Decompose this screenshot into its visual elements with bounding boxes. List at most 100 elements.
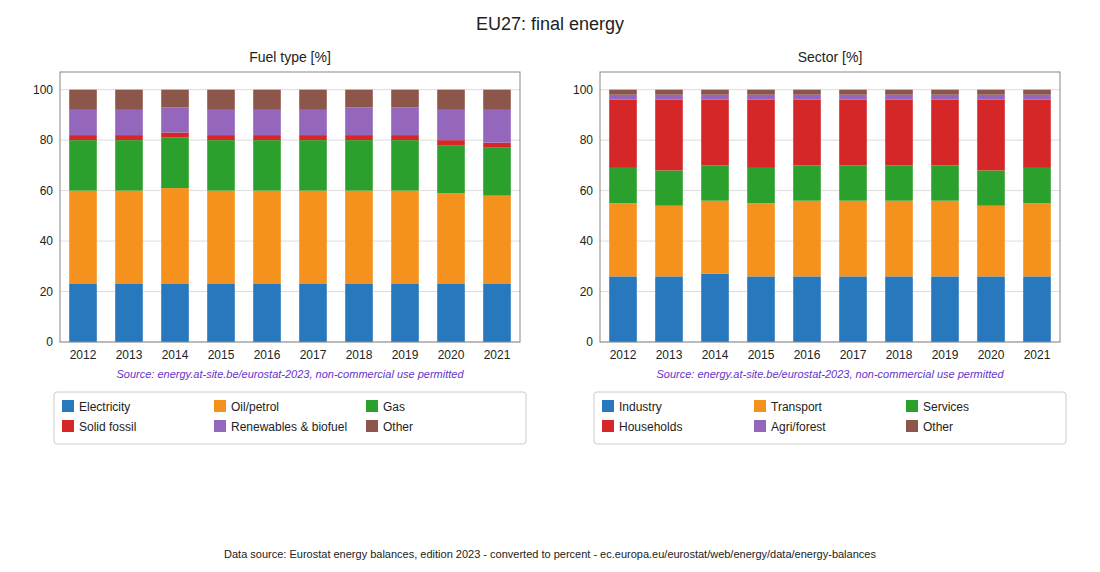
bar-segment bbox=[483, 90, 511, 110]
legend-label: Agri/forest bbox=[771, 420, 826, 434]
bar-segment bbox=[609, 95, 637, 100]
bar-segment bbox=[885, 90, 913, 95]
legend-swatch bbox=[366, 400, 378, 412]
bar-segment bbox=[115, 90, 143, 110]
bar-segment bbox=[115, 284, 143, 342]
bar-segment bbox=[1023, 100, 1051, 168]
x-tick-label: 2019 bbox=[932, 348, 959, 362]
bar-segment bbox=[345, 90, 373, 108]
legend-label: Industry bbox=[619, 400, 662, 414]
bar-segment bbox=[253, 284, 281, 342]
bar-segment bbox=[655, 170, 683, 205]
bar-segment bbox=[69, 110, 97, 135]
bar-segment bbox=[207, 284, 235, 342]
plot-area bbox=[600, 72, 1060, 342]
legend-swatch bbox=[754, 400, 766, 412]
bar-segment bbox=[931, 201, 959, 277]
bar-segment bbox=[161, 188, 189, 284]
bar-segment bbox=[299, 191, 327, 284]
bar-segment bbox=[299, 140, 327, 190]
bar-segment bbox=[885, 95, 913, 100]
bar-segment bbox=[931, 95, 959, 100]
bar-segment bbox=[977, 100, 1005, 171]
bar-segment bbox=[931, 165, 959, 200]
bar-segment bbox=[345, 284, 373, 342]
x-tick-label: 2012 bbox=[70, 348, 97, 362]
bar-segment bbox=[701, 90, 729, 95]
bar-segment bbox=[609, 100, 637, 168]
bar-segment bbox=[391, 107, 419, 135]
bar-segment bbox=[207, 140, 235, 190]
bar-segment bbox=[483, 110, 511, 143]
bar-segment bbox=[655, 90, 683, 95]
y-tick-label: 20 bbox=[40, 285, 54, 299]
x-tick-label: 2020 bbox=[438, 348, 465, 362]
bar-segment bbox=[655, 206, 683, 277]
bar-segment bbox=[437, 284, 465, 342]
x-tick-label: 2012 bbox=[610, 348, 637, 362]
bar-segment bbox=[345, 191, 373, 284]
bars bbox=[609, 90, 1051, 342]
bar-segment bbox=[1023, 168, 1051, 203]
bar-segment bbox=[161, 284, 189, 342]
bar-segment bbox=[609, 90, 637, 95]
legend-swatch bbox=[62, 420, 74, 432]
bar-segment bbox=[701, 201, 729, 274]
bar-segment bbox=[1023, 203, 1051, 276]
legend-swatch bbox=[906, 420, 918, 432]
bar-segment bbox=[299, 135, 327, 140]
bar-segment bbox=[483, 148, 511, 196]
bar-segment bbox=[391, 135, 419, 140]
bar-segment bbox=[655, 95, 683, 100]
bar-segment bbox=[793, 276, 821, 342]
bar-segment bbox=[437, 193, 465, 284]
bar-segment bbox=[931, 90, 959, 95]
bar-segment bbox=[793, 95, 821, 100]
bar-segment bbox=[701, 274, 729, 342]
bar-segment bbox=[609, 203, 637, 276]
bar-segment bbox=[839, 276, 867, 342]
figure: EU27: final energy0204060801002012201320… bbox=[0, 0, 1100, 572]
x-tick-label: 2016 bbox=[254, 348, 281, 362]
y-tick-label: 60 bbox=[40, 184, 54, 198]
bar-segment bbox=[977, 170, 1005, 205]
plot-area bbox=[60, 72, 520, 342]
bar-segment bbox=[115, 135, 143, 140]
bar-segment bbox=[931, 276, 959, 342]
bar-segment bbox=[977, 276, 1005, 342]
source-note: Source: energy.at-site.be/eurostat-2023,… bbox=[116, 368, 464, 380]
bar-segment bbox=[207, 90, 235, 110]
bar-segment bbox=[391, 140, 419, 190]
bar-segment bbox=[977, 206, 1005, 277]
bar-segment bbox=[885, 276, 913, 342]
x-tick-label: 2017 bbox=[300, 348, 327, 362]
bar-segment bbox=[391, 284, 419, 342]
source-note: Source: energy.at-site.be/eurostat-2023,… bbox=[656, 368, 1004, 380]
bar-segment bbox=[839, 90, 867, 95]
bar-segment bbox=[253, 110, 281, 135]
bar-segment bbox=[391, 191, 419, 284]
legend-box bbox=[54, 392, 526, 444]
legend-label: Transport bbox=[771, 400, 823, 414]
x-tick-label: 2016 bbox=[794, 348, 821, 362]
x-tick-label: 2015 bbox=[748, 348, 775, 362]
bar-segment bbox=[161, 107, 189, 132]
x-tick-label: 2014 bbox=[162, 348, 189, 362]
bar-segment bbox=[747, 168, 775, 203]
bar-segment bbox=[747, 95, 775, 100]
bar-segment bbox=[747, 203, 775, 276]
bar-segment bbox=[655, 100, 683, 171]
x-tick-label: 2021 bbox=[484, 348, 511, 362]
bar-segment bbox=[345, 135, 373, 140]
plot-frame bbox=[600, 72, 1060, 342]
x-tick-label: 2014 bbox=[702, 348, 729, 362]
bar-segment bbox=[839, 165, 867, 200]
bar-segment bbox=[207, 191, 235, 284]
bar-segment bbox=[931, 100, 959, 166]
x-tick-label: 2015 bbox=[208, 348, 235, 362]
y-tick-label: 100 bbox=[573, 83, 593, 97]
legend: IndustryTransportServicesHouseholdsAgri/… bbox=[594, 392, 1066, 444]
bar-segment bbox=[609, 168, 637, 203]
x-tick-label: 2019 bbox=[392, 348, 419, 362]
bar-segment bbox=[1023, 90, 1051, 95]
